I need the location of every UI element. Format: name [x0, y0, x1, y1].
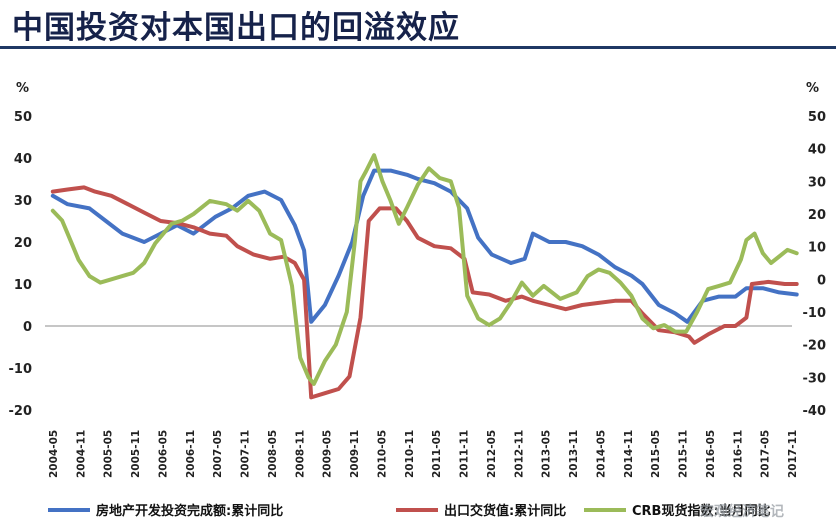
series-line-1 — [50, 168, 799, 324]
left-axis-tick: 50 — [14, 110, 32, 125]
x-axis-tick: 2008-05 — [267, 430, 279, 478]
right-axis-tick: -10 — [803, 306, 827, 321]
right-axis-tick: 10 — [808, 241, 826, 256]
series-line-3 — [50, 153, 799, 386]
left-axis-tick: 10 — [14, 278, 32, 293]
x-axis-tick: 2010-11 — [404, 430, 416, 478]
x-axis-tick: 2004-05 — [48, 430, 60, 478]
x-axis-tick: 2016-05 — [705, 430, 717, 478]
x-axis-tick: 2004-11 — [75, 430, 87, 478]
chart-legend: 房地产开发投资完成额:累计同比 出口交货值:累计同比 CRB现货指数:当月同比 — [48, 503, 771, 519]
right-axis-tick: 50 — [808, 110, 826, 125]
left-axis-tick: -10 — [9, 362, 33, 377]
x-axis-tick: 2011-11 — [459, 430, 471, 478]
x-axis-tick: 2006-05 — [157, 430, 169, 478]
x-axis-tick: 2015-11 — [678, 430, 690, 478]
left-axis-tick: 30 — [14, 194, 32, 209]
left-axis-tick: 20 — [14, 236, 32, 251]
legend-label-2: 出口交货值:累计同比 — [444, 503, 566, 519]
chart-axes: % % -20 -10 0 10 20 30 40 50 -40 -30 -20 -10 0 10 20 30 40… — [9, 81, 827, 419]
legend-label-1: 房地产开发投资完成额:累计同比 — [96, 503, 283, 519]
right-axis-tick: -40 — [803, 404, 827, 419]
x-axis-tick: 2007-11 — [240, 430, 252, 478]
watermark-text: 宏观经济笔记 — [700, 503, 784, 520]
x-axis-tick: 2007-05 — [212, 430, 224, 478]
right-axis-tick: -30 — [803, 371, 827, 386]
x-axis-tick: 2017-11 — [787, 430, 799, 478]
left-axis-tick: -20 — [9, 404, 33, 419]
right-axis-tick: 30 — [808, 175, 826, 190]
x-axis-tick: 2008-11 — [294, 430, 306, 478]
x-axis-tick: 2005-05 — [103, 430, 115, 478]
page-title: 中国投资对本国出口的回溢效应 — [12, 10, 460, 46]
x-axis-tick: 2006-11 — [185, 430, 197, 478]
right-axis-unit: % — [806, 81, 819, 96]
x-axis-tick: 2015-05 — [650, 430, 662, 478]
x-axis-tick: 2005-11 — [130, 430, 142, 478]
left-axis-tick: 0 — [23, 320, 32, 335]
right-axis-tick: 20 — [808, 208, 826, 223]
chart-lines — [50, 153, 799, 400]
left-axis-unit: % — [16, 81, 29, 96]
x-axis-tick: 2013-11 — [568, 430, 580, 478]
x-axis-tick: 2012-05 — [486, 430, 498, 478]
right-axis-tick: -20 — [803, 339, 827, 354]
x-axis-tick: 2010-05 — [376, 430, 388, 478]
x-axis-tick: 2016-11 — [732, 430, 744, 478]
title-divider — [0, 46, 836, 49]
x-axis-tick: 2013-05 — [541, 430, 553, 478]
x-axis-tick: 2009-05 — [322, 430, 334, 478]
x-axis-tick: 2014-05 — [595, 430, 607, 478]
series-line-2 — [50, 185, 799, 400]
x-axis-tick: 2009-11 — [349, 430, 361, 478]
x-axis-labels: 2004-05 2004-11 2005-05 2005-11 2006-05 2006-… — [48, 430, 799, 478]
x-axis-tick: 2012-11 — [513, 430, 525, 478]
left-axis-tick: 40 — [14, 152, 32, 167]
x-axis-tick: 2014-11 — [623, 430, 635, 478]
x-axis-tick: 2011-05 — [431, 430, 443, 478]
right-axis-tick: 40 — [808, 143, 826, 158]
right-axis-tick: 0 — [817, 273, 826, 288]
x-axis-tick: 2017-05 — [760, 430, 772, 478]
legend-label-3: CRB现货指数:当月同比 — [632, 503, 771, 519]
